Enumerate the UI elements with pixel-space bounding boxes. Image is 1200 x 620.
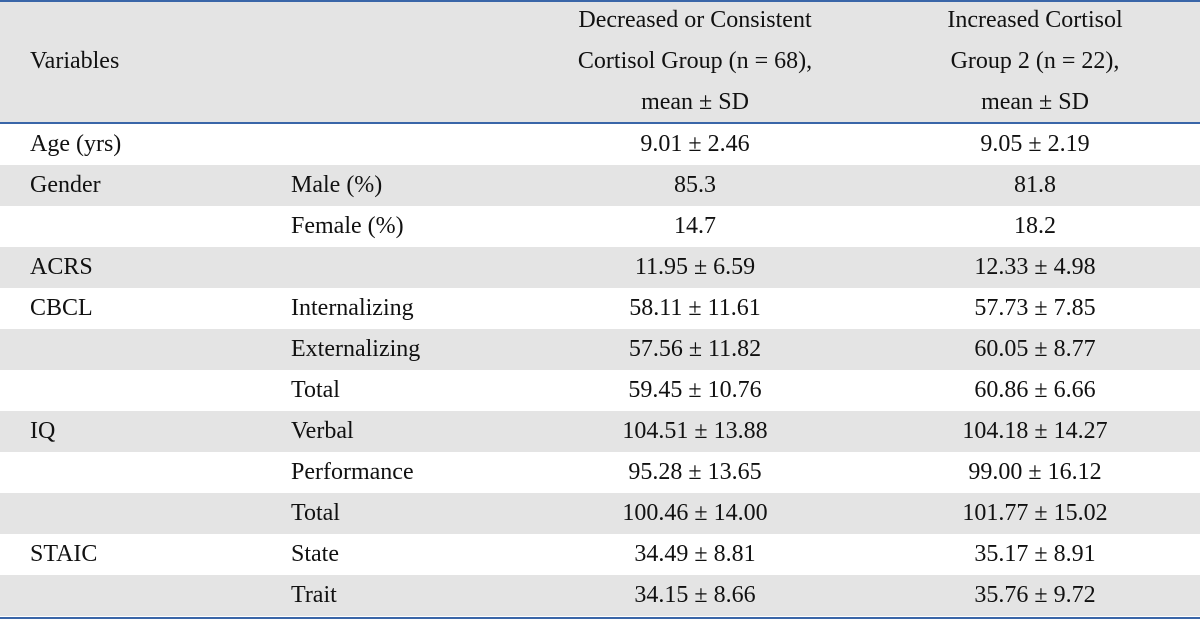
header-increased-line3: mean ± SD [981, 89, 1089, 115]
subvariable-cell: Performance [291, 459, 414, 485]
header-increased-line1: Increased Cortisol [947, 7, 1123, 33]
subvariable-cell: Female (%) [291, 213, 404, 239]
table-body: Age (yrs) 9.01 ± 2.46 9.05 ± 2.19 Gender… [0, 124, 1200, 616]
decreased-group-value: 14.7 [674, 213, 716, 239]
table-header: Variables Decreased or Consistent Cortis… [0, 2, 1200, 122]
variable-cell: CBCL [30, 295, 93, 321]
decreased-group-value: 100.46 ± 14.00 [622, 500, 768, 526]
increased-group-value: 99.00 ± 16.12 [968, 459, 1102, 485]
table-row: CBCL Internalizing 58.11 ± 11.61 57.73 ±… [0, 288, 1200, 329]
decreased-group-value: 11.95 ± 6.59 [634, 254, 756, 280]
decreased-group-value: 85.3 [674, 172, 716, 198]
subvariable-cell: Trait [291, 582, 337, 608]
subvariable-cell: Verbal [291, 418, 354, 444]
increased-group-value: 81.8 [1014, 172, 1056, 198]
header-variables: Variables [30, 48, 120, 74]
variable-cell: ACRS [30, 254, 93, 280]
subvariable-cell: State [291, 541, 339, 567]
decreased-group-value: 57.56 ± 11.82 [628, 336, 762, 362]
increased-group-value: 57.73 ± 7.85 [974, 295, 1096, 321]
header-decreased-line1: Decreased or Consistent [578, 7, 812, 33]
decreased-group-value: 95.28 ± 13.65 [628, 459, 762, 485]
decreased-group-value: 9.01 ± 2.46 [640, 131, 750, 157]
header-decreased-line2: Cortisol Group (n = 68), [577, 48, 813, 74]
increased-group-value: 60.86 ± 6.66 [974, 377, 1096, 403]
header-decreased-line3: mean ± SD [641, 89, 749, 115]
increased-group-value: 101.77 ± 15.02 [962, 500, 1108, 526]
table-row: Performance 95.28 ± 13.65 99.00 ± 16.12 [0, 452, 1200, 493]
decreased-group-value: 34.15 ± 8.66 [634, 582, 756, 608]
variable-cell: STAIC [30, 541, 98, 567]
subvariable-cell: Internalizing [291, 295, 414, 321]
decreased-group-value: 104.51 ± 13.88 [622, 418, 768, 444]
variable-cell: IQ [30, 418, 56, 444]
header-increased-line2: Group 2 (n = 22), [950, 48, 1120, 74]
top-rule [0, 0, 1200, 2]
variable-cell: Gender [30, 172, 101, 198]
table-row: Trait 34.15 ± 8.66 35.76 ± 9.72 [0, 575, 1200, 616]
subvariable-cell: Externalizing [291, 336, 421, 362]
decreased-group-value: 59.45 ± 10.76 [628, 377, 762, 403]
decreased-group-value: 58.11 ± 11.61 [629, 295, 761, 321]
header-increased-group: Increased Cortisol Group 2 (n = 22), mea… [885, 0, 1185, 123]
table-row: Total 100.46 ± 14.00 101.77 ± 15.02 [0, 493, 1200, 534]
table-row: Age (yrs) 9.01 ± 2.46 9.05 ± 2.19 [0, 124, 1200, 165]
increased-group-value: 12.33 ± 4.98 [974, 254, 1096, 280]
header-decreased-group: Decreased or Consistent Cortisol Group (… [525, 0, 865, 123]
subvariable-cell: Total [291, 500, 340, 526]
header-rule [0, 122, 1200, 124]
subvariable-cell: Total [291, 377, 340, 403]
table-row: Total 59.45 ± 10.76 60.86 ± 6.66 [0, 370, 1200, 411]
decreased-group-value: 34.49 ± 8.81 [634, 541, 756, 567]
increased-group-value: 18.2 [1014, 213, 1056, 239]
increased-group-value: 60.05 ± 8.77 [974, 336, 1096, 362]
subvariable-cell: Male (%) [291, 172, 383, 198]
increased-group-value: 35.76 ± 9.72 [974, 582, 1096, 608]
increased-group-value: 104.18 ± 14.27 [962, 418, 1108, 444]
bottom-rule [0, 617, 1200, 619]
table-row: ACRS 11.95 ± 6.59 12.33 ± 4.98 [0, 247, 1200, 288]
table-row: IQ Verbal 104.51 ± 13.88 104.18 ± 14.27 [0, 411, 1200, 452]
increased-group-value: 9.05 ± 2.19 [980, 131, 1090, 157]
table-row: Gender Male (%) 85.3 81.8 [0, 165, 1200, 206]
variable-cell: Age (yrs) [30, 131, 122, 157]
table-row: Externalizing 57.56 ± 11.82 60.05 ± 8.77 [0, 329, 1200, 370]
table-row: STAIC State 34.49 ± 8.81 35.17 ± 8.91 [0, 534, 1200, 575]
increased-group-value: 35.17 ± 8.91 [974, 541, 1096, 567]
table-row: Female (%) 14.7 18.2 [0, 206, 1200, 247]
